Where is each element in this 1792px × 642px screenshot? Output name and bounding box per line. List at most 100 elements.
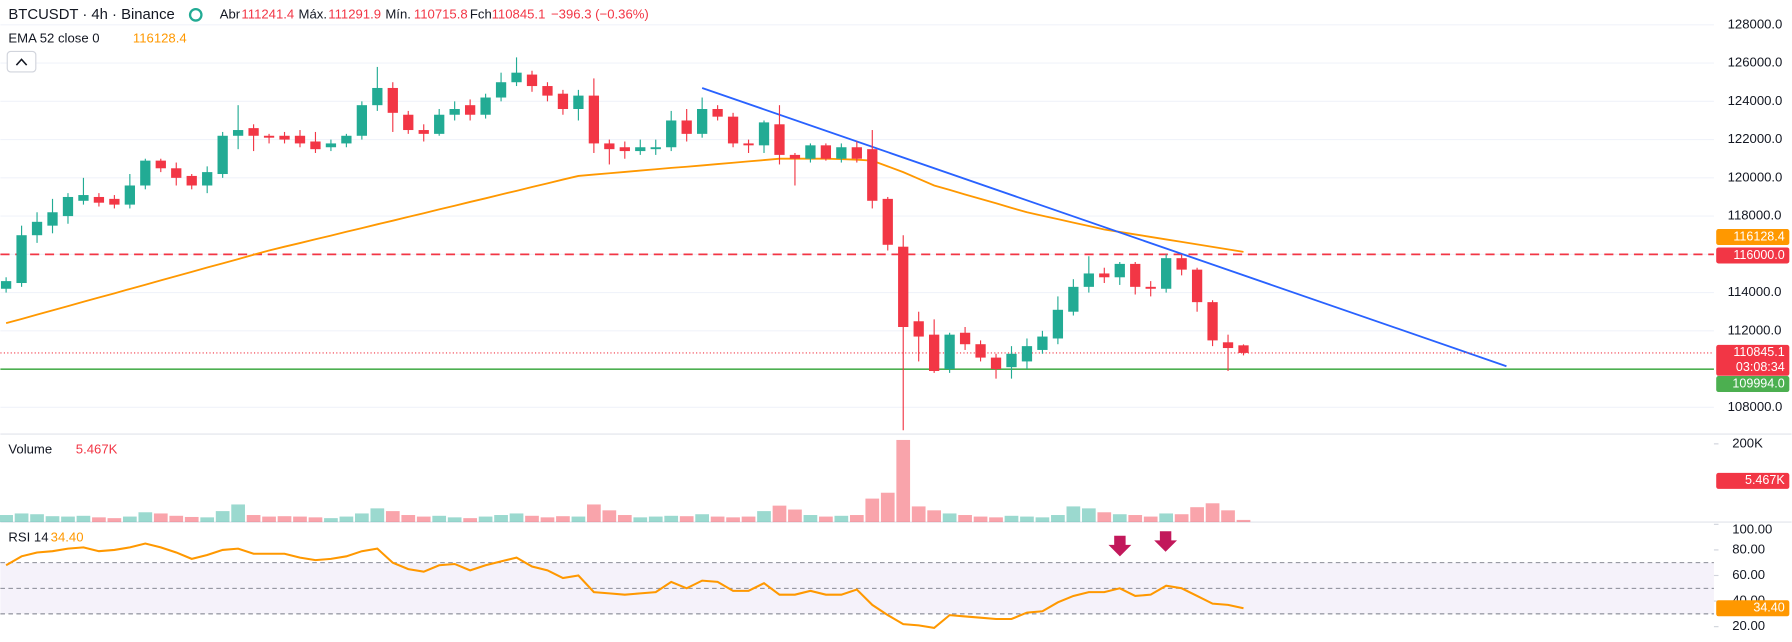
candle-body — [1021, 346, 1033, 362]
volume-bar — [1128, 515, 1143, 523]
candle-body — [526, 74, 538, 87]
volume-bar — [556, 516, 570, 523]
volume-bar — [432, 515, 447, 523]
candle-body — [1052, 309, 1064, 339]
candle-body — [202, 172, 213, 186]
volume-bar — [587, 504, 601, 523]
candle-body — [867, 149, 878, 201]
indicator-name: RSI 14 — [8, 530, 48, 545]
candle-body — [47, 212, 58, 226]
volume-bar — [447, 517, 462, 523]
candle-body — [1191, 269, 1203, 303]
volume-bar — [153, 513, 168, 523]
volume-bar — [880, 492, 895, 523]
candle-body — [480, 97, 491, 115]
candle-body — [882, 198, 893, 245]
indicator-value: 116128.4 — [133, 30, 187, 45]
collapse-button[interactable] — [6, 50, 37, 73]
volume-badge-text: 5.467K — [1745, 473, 1785, 487]
candle-body — [1238, 345, 1249, 353]
volume-bar — [463, 518, 477, 523]
y-tick-label: 60.00 — [1732, 567, 1765, 582]
candle-body — [1099, 273, 1110, 278]
candle-body — [279, 135, 290, 140]
level-badge-text: 109994.0 — [1732, 376, 1784, 390]
candle-body — [124, 185, 135, 205]
candle-body — [1083, 273, 1094, 287]
level-badge-text: 116000.0 — [1733, 248, 1784, 262]
ohlc-value: 111291.9 — [328, 6, 381, 21]
y-tick-label: 200K — [1732, 435, 1763, 450]
volume-bar — [617, 515, 632, 523]
candle-body — [990, 357, 1002, 370]
candle-body — [619, 147, 630, 152]
candle-body — [310, 141, 321, 150]
volume-bar — [169, 515, 184, 523]
ohlc-label: Fch — [470, 6, 492, 21]
ema-badge — [1716, 229, 1790, 246]
candle-body — [542, 86, 553, 96]
candle-body — [1222, 342, 1234, 349]
volume-bar — [1205, 503, 1220, 523]
candle-body — [217, 135, 228, 175]
candle-body — [16, 235, 27, 284]
volume-badge — [1716, 472, 1790, 489]
candle-body — [712, 109, 723, 117]
candle-body — [650, 147, 661, 150]
volume-bar — [262, 516, 276, 523]
volume-bar — [896, 439, 911, 523]
volume-bar — [571, 516, 586, 523]
volume-bar — [788, 509, 802, 523]
y-tick-label: 100.00 — [1732, 522, 1772, 537]
candle-body — [774, 124, 785, 155]
candle-body — [913, 321, 924, 337]
volume-bar — [1081, 508, 1096, 523]
candle-body — [387, 87, 398, 113]
candle-body — [789, 154, 801, 159]
candle-body — [959, 332, 971, 345]
candle-body — [697, 109, 708, 134]
volume-bar — [633, 517, 648, 523]
candle-body — [140, 160, 151, 186]
down-arrow — [1108, 535, 1132, 557]
candle-body — [155, 160, 166, 169]
volume-bar — [92, 517, 106, 523]
volume-bar — [0, 515, 13, 523]
candle-body — [1145, 286, 1156, 289]
candle-body — [171, 168, 182, 178]
volume-bar — [679, 516, 694, 523]
volume-bar — [246, 515, 261, 523]
candle-body — [1006, 353, 1017, 368]
volume-bar — [200, 517, 215, 523]
volume-bar — [293, 516, 307, 523]
volume-bar — [1004, 515, 1019, 523]
candle-body — [403, 114, 414, 131]
level-badge — [1716, 247, 1790, 264]
volume-bar — [1159, 513, 1174, 523]
volume-bar — [45, 516, 60, 523]
volume-bar — [122, 516, 137, 523]
volume-bar — [648, 516, 663, 523]
volume-bar — [989, 517, 1003, 523]
volume-bar — [1174, 514, 1189, 523]
volume-bar — [927, 510, 942, 523]
price-badge — [1716, 344, 1790, 376]
volume-bar — [30, 514, 44, 523]
caret-icon[interactable] — [15, 58, 28, 66]
status-dot — [188, 7, 203, 22]
volume-bar — [865, 498, 880, 523]
y-tick-label: 114000.0 — [1728, 284, 1782, 299]
volume-bar — [76, 515, 91, 523]
button-frame[interactable] — [6, 50, 37, 73]
candle-body — [0, 281, 12, 289]
volume-bar — [1236, 519, 1251, 523]
candle-body — [805, 145, 816, 159]
ohlc-label: Mín. — [385, 6, 411, 21]
volume-bar — [819, 516, 833, 523]
volume-bar — [664, 515, 679, 523]
volume-bar — [107, 518, 122, 523]
candle-body — [557, 93, 569, 110]
